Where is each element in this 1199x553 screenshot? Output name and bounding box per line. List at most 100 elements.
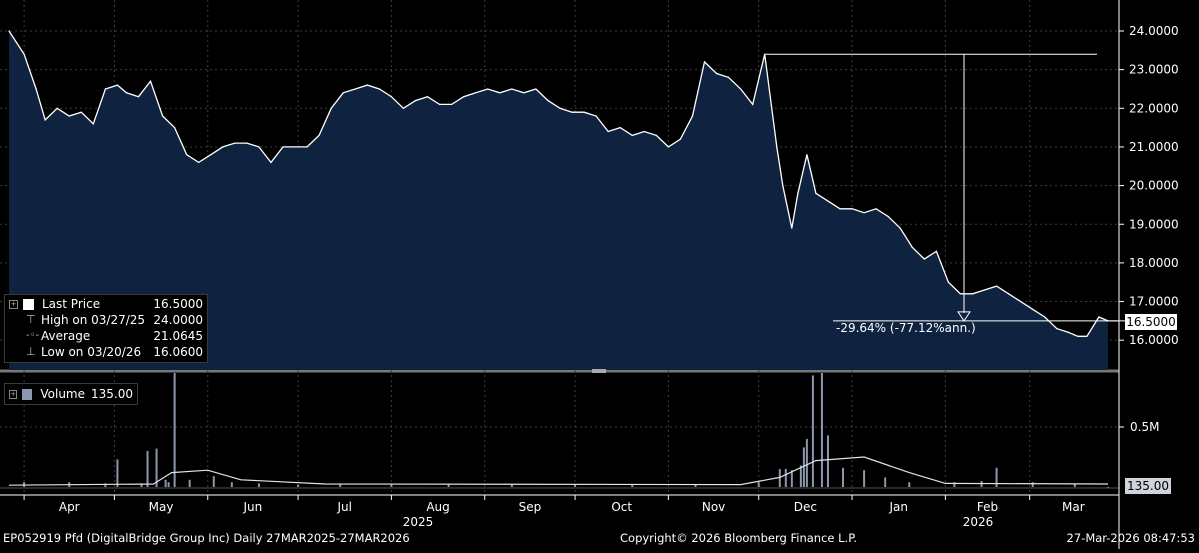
y-tick-label: 24.0000 [1129,24,1179,38]
drawdown-label: -29.64% (-77.12%ann.) [836,321,976,335]
price-point [390,96,393,98]
price-point [595,115,597,117]
price-point [703,61,706,63]
y-tick-label: 23.0000 [1129,63,1179,77]
price-point [535,88,537,90]
footer-timestamp: 27-Mar-2026 08:47:53 [1066,531,1195,545]
last-price-tag: 16.5000 [1125,314,1177,330]
volume-layer [8,373,1109,488]
annotation-layer: -29.64% (-77.12%ann.) [592,53,1125,373]
volume-legend: + Volume 135.00 [4,383,138,405]
price-point [851,208,853,210]
volume-bar [884,477,887,487]
price-point [523,92,525,94]
price-point [186,154,188,156]
price-point [655,134,657,136]
price-point [330,107,332,109]
high-marker-icon: ⊤ [26,313,36,326]
price-point [125,92,128,94]
volume-bar [790,470,793,487]
price-point [995,285,998,287]
price-point [149,80,152,82]
volume-bar [104,483,107,487]
footer-copyright: Copyright© 2026 Bloomberg Finance L.P. [620,531,857,545]
legend-value: 16.5000 [153,297,203,311]
x-tick-label: Jun [243,500,263,514]
price-layer [8,30,1109,370]
year-label: 2025 [403,515,434,529]
legend-label: Last Price [42,297,101,311]
volume-bar [230,482,233,487]
volume-bar [694,484,697,487]
price-point [92,123,94,125]
y-tick-label: 22.0000 [1129,101,1179,115]
price-point [839,208,841,210]
volume-bar [802,447,805,487]
volume-swatch-icon [22,388,33,400]
price-point [44,119,46,121]
volume-bar [1073,483,1076,487]
volume-bar [212,476,215,487]
price-point [863,212,865,214]
price-point [1032,308,1034,310]
price-point [643,130,645,133]
volume-bar [953,482,956,487]
volume-bar [140,483,143,487]
x-tick-label: Nov [702,500,725,514]
volume-bar [799,465,802,487]
low-marker-icon: ⊥ [26,345,36,358]
volume-bar [908,482,911,487]
y-tick-label: 21.0000 [1129,140,1179,154]
volume-bar [805,439,808,487]
price-point [923,258,925,260]
x-tick-label: Oct [611,500,632,514]
price-point [1020,300,1022,303]
volume-bar [146,451,149,487]
price-point [366,84,368,86]
volume-bar [995,467,998,487]
volume-bar [257,483,260,487]
price-point [8,30,10,32]
price-point [679,138,682,140]
legend-label: Volume [40,387,85,401]
price-point [438,103,441,106]
price-point [270,161,272,164]
price-point [715,72,718,75]
volume-average-line [8,456,1109,486]
volume-bar [820,373,823,487]
price-point [378,88,380,90]
price-point [971,293,974,295]
price-point [475,92,477,94]
y-tick-label: 18.0000 [1129,256,1179,270]
price-point [911,246,913,249]
price-point [246,142,248,144]
expand-icon[interactable]: + [9,299,18,309]
price-point [282,146,284,148]
price-point [414,99,417,102]
legend-label: High on 03/27/25 [41,313,146,327]
price-point [402,107,405,109]
panel-resize-handle-icon[interactable] [592,369,606,373]
price-area [9,31,1108,370]
expand-icon[interactable]: + [9,389,18,399]
legend-row-average: -◦- Average 21.0645 [9,328,203,344]
volume-bar [390,484,393,487]
price-point [827,200,829,202]
price-point [607,130,609,133]
price-point [68,115,70,117]
price-point [1044,316,1046,318]
price-point [354,88,356,90]
legend-value: 16.0600 [153,345,203,359]
legend-value: 21.0645 [153,329,203,343]
volume-bar [757,482,760,487]
x-tick-label: Jan [888,500,908,514]
price-point [806,154,808,156]
axis-layer: Apr May Jun Jul Aug Sep Oct Nov Dec Jan Feb Mar 2025… [0,0,1179,549]
price-point [983,289,986,291]
legend-row-volume: + Volume 135.00 [9,386,133,402]
volume-bar [155,448,158,487]
price-point [1056,328,1058,330]
volume-bar [447,484,450,487]
